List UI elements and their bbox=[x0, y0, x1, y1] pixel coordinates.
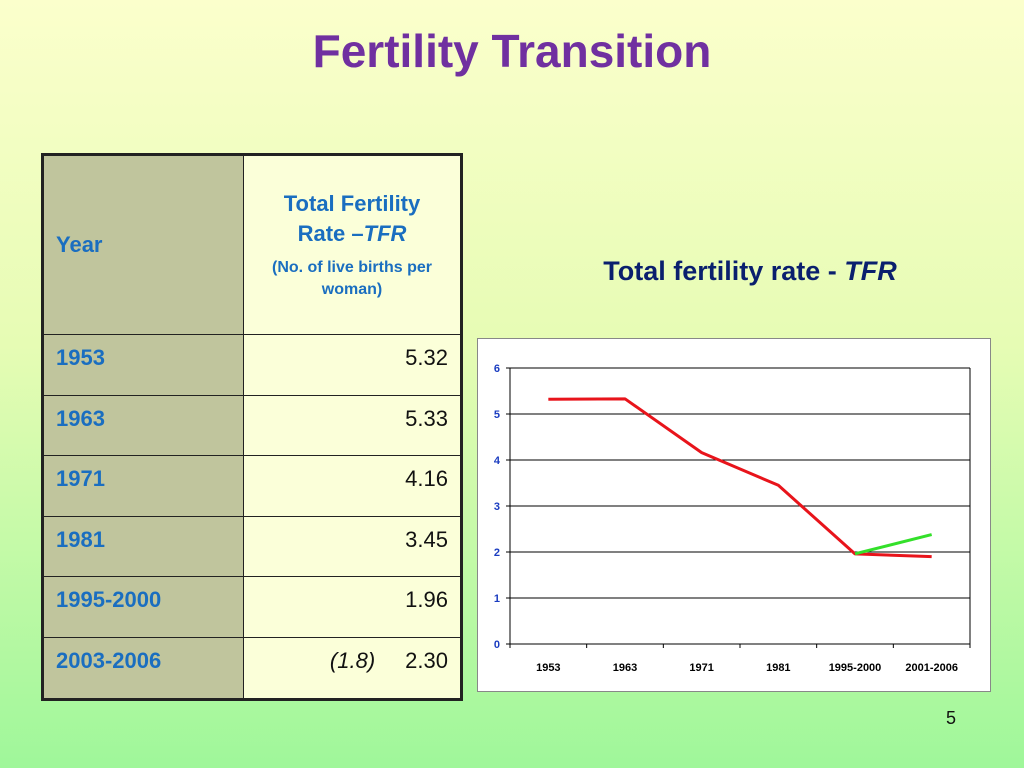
table-row: 1963 5.33 bbox=[42, 394, 462, 457]
page-number: 5 bbox=[946, 708, 957, 728]
table-row: 1995-2000 1.96 bbox=[42, 576, 462, 638]
chart-title-prefix: Total fertility rate - bbox=[603, 256, 845, 286]
y-tick-label: 3 bbox=[494, 501, 500, 513]
table-row: 1971 4.16 bbox=[42, 455, 462, 517]
x-tick-label: 1963 bbox=[613, 662, 637, 674]
table-row: 1953 5.32 bbox=[42, 334, 462, 396]
row-alt-value: (1.8) bbox=[329, 647, 376, 673]
y-tick-label: 4 bbox=[494, 455, 501, 467]
chart-title-italic: TFR bbox=[844, 256, 897, 286]
row-tfr-value: 1.96 bbox=[405, 587, 448, 613]
row-value: 1.96 bbox=[243, 576, 462, 638]
y-tick-label: 1 bbox=[494, 593, 500, 605]
tfr-table: Year Total Fertility Rate –TFR (No. of l… bbox=[41, 153, 463, 701]
row-tfr-value: 2.30 bbox=[405, 647, 448, 673]
row-year: 1995-2000 bbox=[42, 576, 244, 638]
x-tick-label: 1971 bbox=[689, 662, 713, 674]
row-value: 5.32 bbox=[243, 334, 462, 396]
series-line-0 bbox=[548, 397, 932, 559]
y-tick-label: 2 bbox=[494, 547, 500, 559]
table-row: 2003-2006 (1.8) 2.30 bbox=[42, 636, 462, 701]
row-value: (1.8) 2.30 bbox=[243, 636, 462, 701]
header-year: Year bbox=[42, 154, 244, 335]
x-tick-label: 1995-2000 bbox=[829, 662, 882, 674]
chart-title: Total fertility rate - TFR bbox=[500, 256, 1000, 287]
row-tfr-value: 5.32 bbox=[405, 345, 448, 370]
row-year: 1971 bbox=[42, 455, 244, 517]
line-chart: 0 1 2 3 4 5 6 1953 1963 1971 1981 1995-2000 2001-200… bbox=[494, 363, 971, 674]
table-header-row: Year Total Fertility Rate –TFR (No. of l… bbox=[42, 154, 462, 335]
x-tick-label: 1953 bbox=[536, 662, 560, 674]
row-tfr-value: 3.45 bbox=[405, 526, 448, 552]
chart-area: 0 1 2 3 4 5 6 1953 1963 1971 1981 1995-2000 2001-200… bbox=[477, 338, 991, 692]
header-tfr-line1: Total Fertility bbox=[283, 191, 421, 216]
row-value: 4.16 bbox=[243, 455, 462, 517]
slide-title: Fertility Transition bbox=[312, 25, 712, 77]
x-tick-label: 2001-2006 bbox=[905, 662, 958, 674]
header-tfr-italic: TFR bbox=[363, 221, 407, 246]
y-tick-label: 0 bbox=[494, 639, 500, 651]
row-tfr-value: 4.16 bbox=[405, 466, 448, 492]
row-year: 1981 bbox=[42, 515, 244, 578]
row-year: 1953 bbox=[42, 334, 244, 396]
y-tick-label: 6 bbox=[494, 363, 500, 375]
x-tick-label: 1981 bbox=[766, 662, 790, 674]
row-year: 1963 bbox=[42, 394, 244, 457]
header-tfr-prefix: Rate – bbox=[297, 221, 364, 246]
row-value: 3.45 bbox=[243, 515, 462, 578]
header-tfr-note: (No. of live births per woman) bbox=[271, 259, 432, 298]
header-tfr: Total Fertility Rate –TFR (No. of live b… bbox=[243, 154, 462, 335]
row-year: 2003-2006 bbox=[42, 636, 244, 701]
header-tfr-line2: Rate –TFR bbox=[244, 219, 460, 249]
series-line-1 bbox=[854, 533, 933, 556]
y-tick-label: 5 bbox=[494, 409, 500, 421]
row-value: 5.33 bbox=[243, 394, 462, 457]
table-row: 1981 3.45 bbox=[42, 515, 462, 578]
row-tfr-value: 5.33 bbox=[405, 405, 448, 431]
